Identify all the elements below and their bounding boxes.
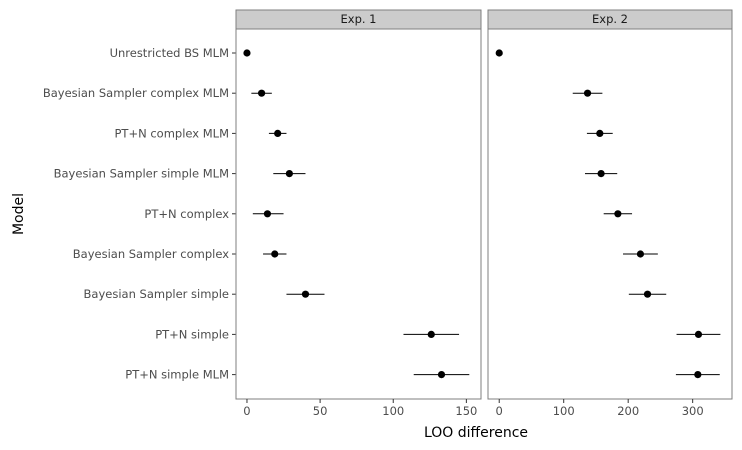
data-point	[285, 170, 293, 178]
x-tick-label: 0	[243, 404, 250, 418]
y-tick-label: Bayesian Sampler complex MLM	[43, 86, 229, 100]
data-point	[257, 89, 266, 97]
y-tick-label: PT+N simple	[155, 327, 229, 341]
data-point	[596, 129, 604, 137]
facet-panels: Exp. 1 0 50 100 150 Exp. 2 0 100 200 300	[235, 9, 733, 418]
data-point	[437, 371, 446, 379]
facet-strip-label: Exp. 1	[341, 12, 377, 26]
y-tick-label: Bayesian Sampler simple	[84, 287, 229, 301]
data-point	[301, 290, 310, 298]
x-tick-label: 0	[496, 404, 503, 418]
data-point	[495, 49, 503, 57]
y-tick-label: PT+N simple MLM	[125, 368, 229, 382]
data-point	[263, 210, 272, 218]
panel-border	[235, 28, 482, 400]
x-tick-label: 100	[553, 404, 575, 418]
x-tick-label: 300	[682, 404, 704, 418]
x-tick-label: 150	[455, 404, 477, 418]
x-axis-title: LOO difference	[424, 425, 528, 441]
data-point	[274, 129, 282, 137]
data-point	[427, 330, 435, 338]
panel-border	[487, 28, 733, 400]
facet-panel: Exp. 2 0 100 200 300	[487, 9, 733, 418]
data-point	[271, 250, 279, 258]
facet-panel: Exp. 1 0 50 100 150	[235, 9, 482, 418]
data-point	[694, 371, 702, 379]
data-point	[694, 330, 703, 338]
data-point	[614, 210, 622, 218]
y-tick-label: PT+N complex	[144, 207, 229, 221]
facet-strip-label: Exp. 2	[592, 12, 628, 26]
y-axis-title: Model	[11, 193, 27, 235]
y-tick-labels: Unrestricted BS MLM Bayesian Sampler comp…	[43, 46, 236, 382]
y-tick-label: Unrestricted BS MLM	[110, 46, 229, 60]
y-tick-label: Bayesian Sampler simple MLM	[54, 167, 229, 181]
x-tick-label: 100	[382, 404, 404, 418]
y-tick-label: PT+N complex MLM	[115, 126, 230, 140]
x-tick-label: 50	[313, 404, 328, 418]
y-tick-label: Bayesian Sampler complex	[73, 247, 229, 261]
data-point	[243, 49, 251, 57]
x-tick-label: 200	[617, 404, 639, 418]
data-point	[636, 250, 645, 258]
data-point	[583, 89, 592, 97]
data-point	[597, 170, 605, 178]
data-point	[643, 290, 652, 298]
